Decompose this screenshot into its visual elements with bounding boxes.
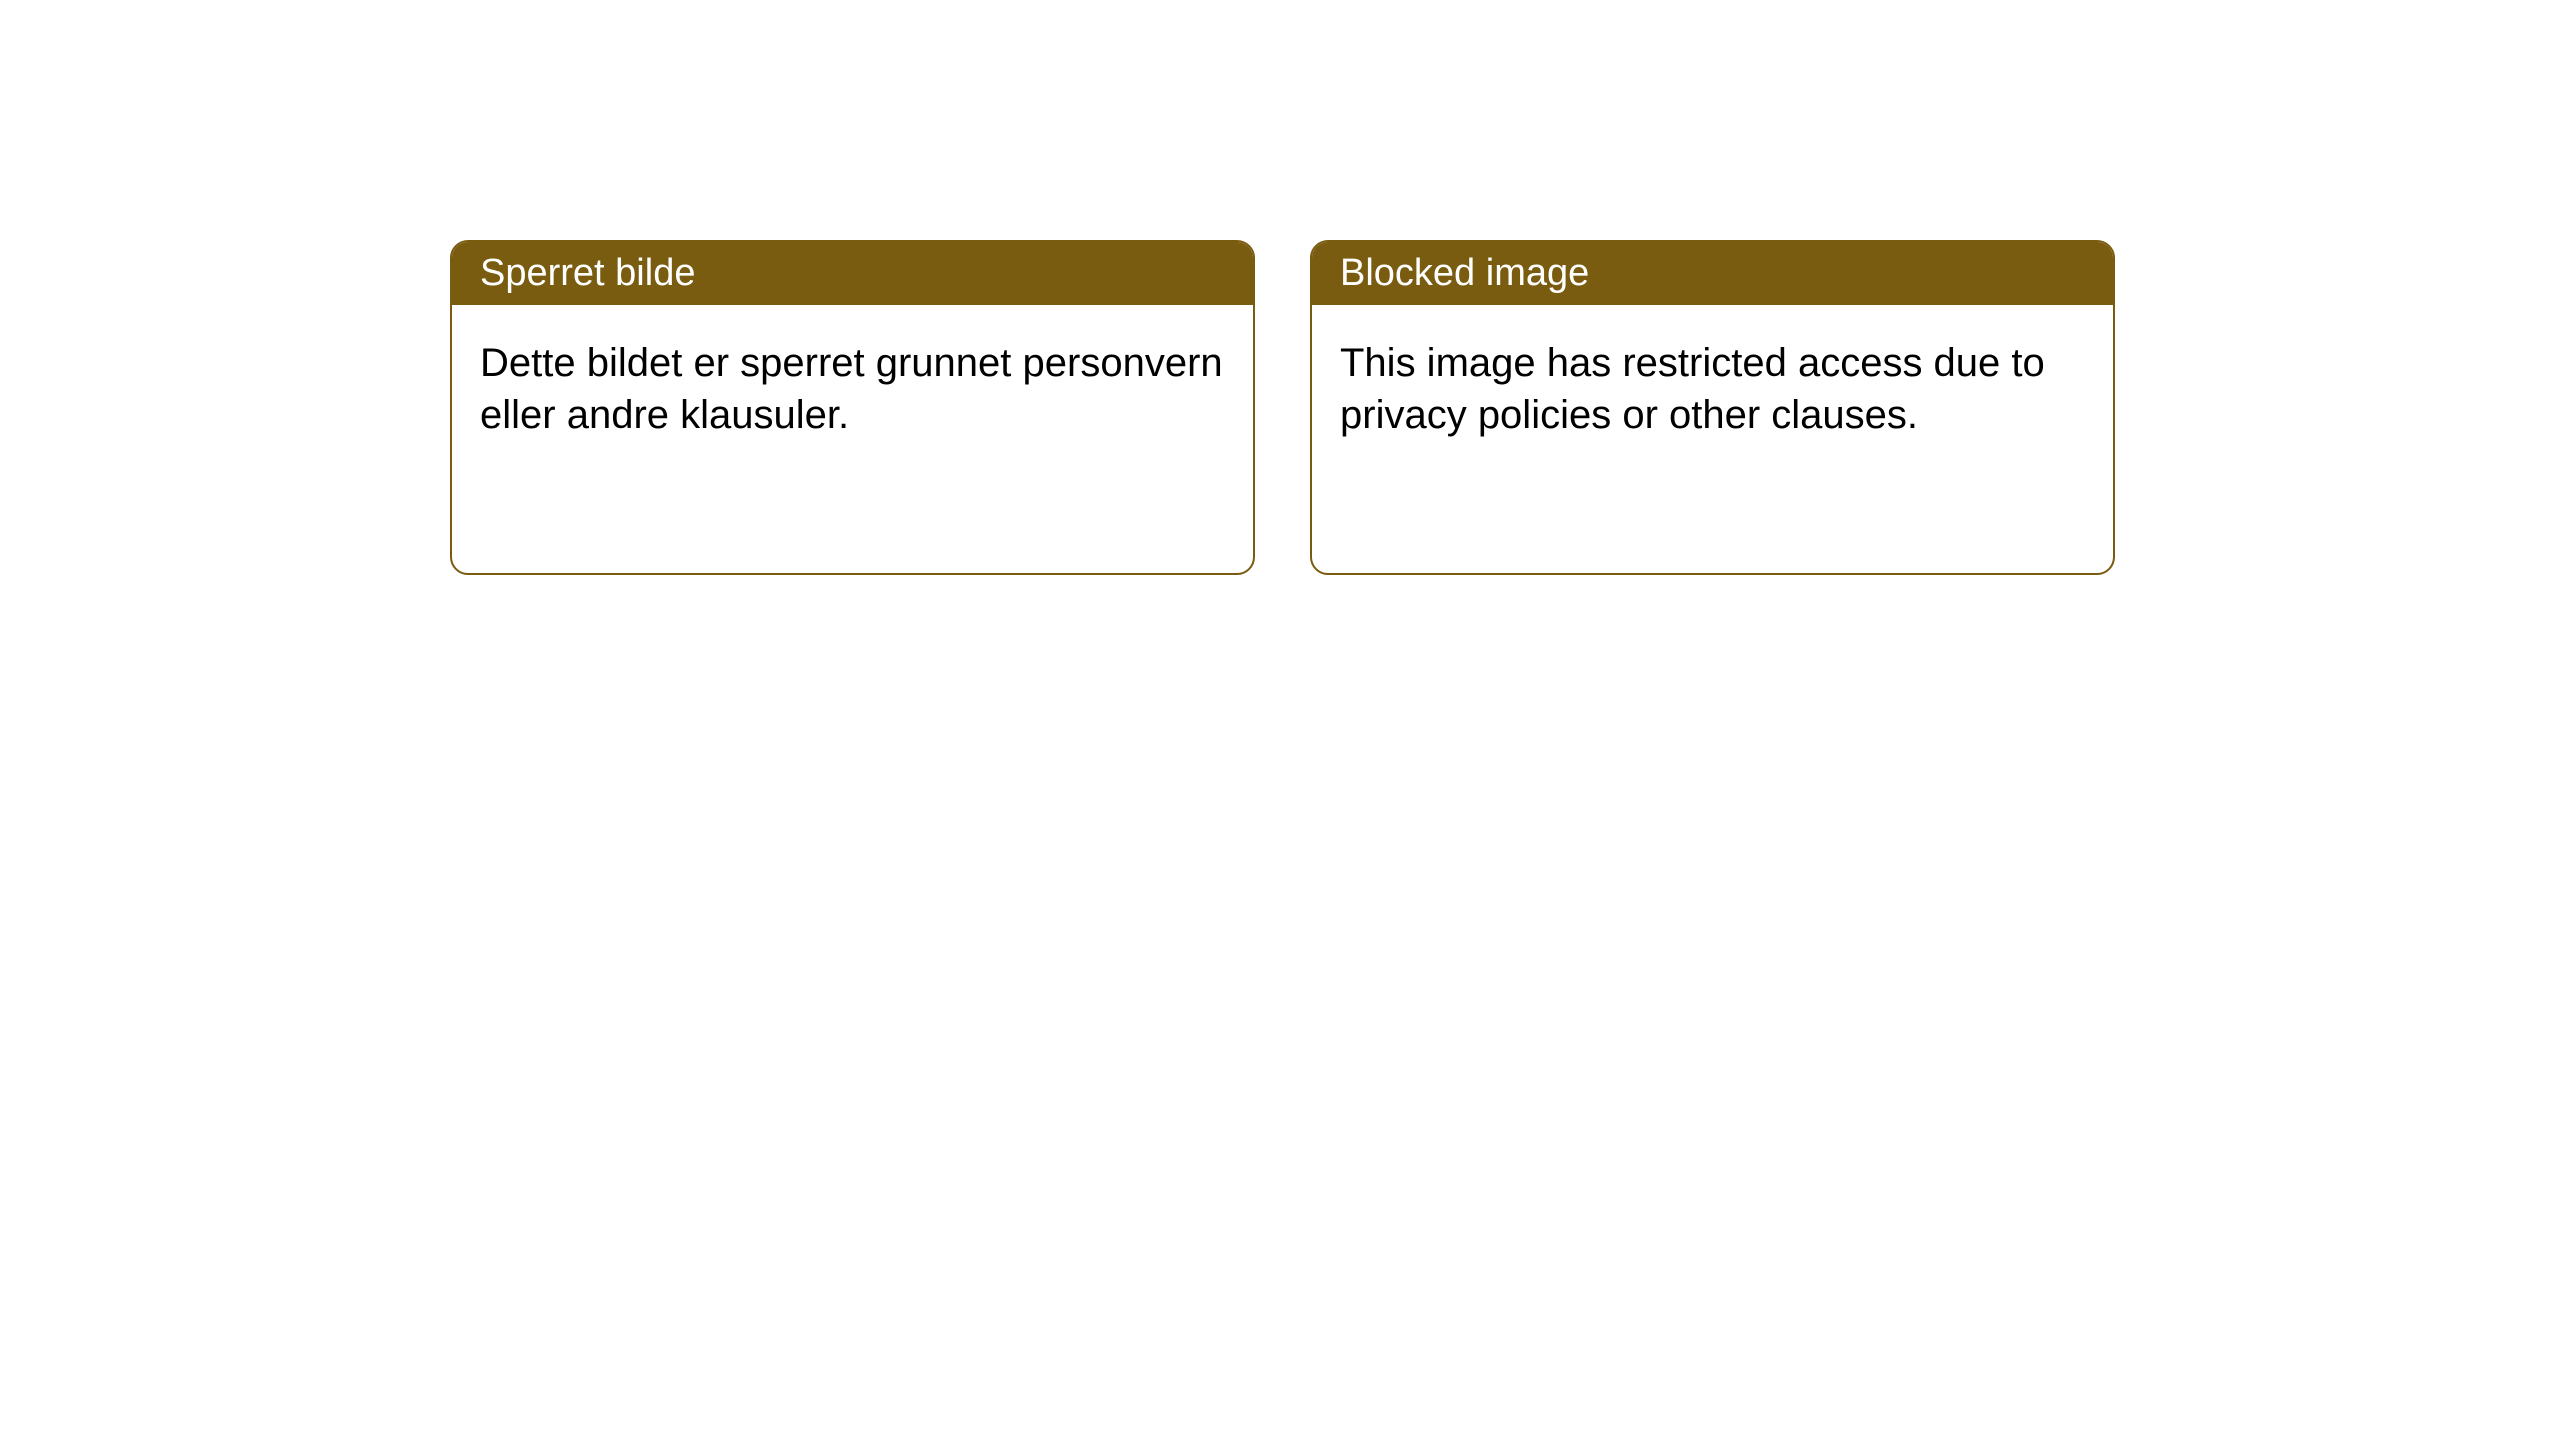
notice-message: Dette bildet er sperret grunnet personve… — [480, 341, 1223, 437]
notice-box-norwegian: Sperret bilde Dette bildet er sperret gr… — [450, 240, 1255, 575]
notice-header: Blocked image — [1312, 242, 2113, 305]
notice-box-english: Blocked image This image has restricted … — [1310, 240, 2115, 575]
notice-container: Sperret bilde Dette bildet er sperret gr… — [0, 0, 2560, 575]
notice-title: Blocked image — [1340, 252, 1589, 294]
notice-title: Sperret bilde — [480, 252, 695, 294]
notice-header: Sperret bilde — [452, 242, 1253, 305]
notice-body: Dette bildet er sperret grunnet personve… — [452, 305, 1253, 473]
notice-message: This image has restricted access due to … — [1340, 341, 2045, 437]
notice-body: This image has restricted access due to … — [1312, 305, 2113, 473]
